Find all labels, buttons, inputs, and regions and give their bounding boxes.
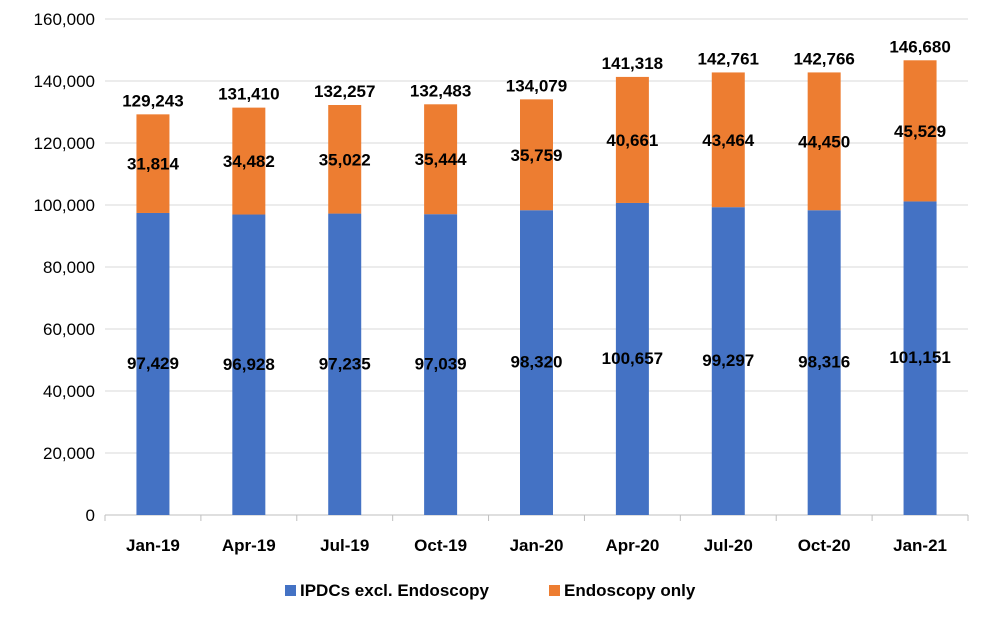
data-label-ipdcs: 99,297: [702, 351, 754, 370]
bar-ipdcs: [615, 202, 649, 515]
bar-ipdcs: [424, 214, 458, 516]
y-tick-label: 140,000: [34, 72, 95, 91]
x-tick-label: Jan-21: [893, 536, 947, 555]
data-label-endoscopy: 35,759: [511, 146, 563, 165]
x-tick-label: Jul-20: [704, 536, 753, 555]
bar-ipdcs: [232, 214, 266, 515]
y-tick-label: 160,000: [34, 10, 95, 29]
data-label-total: 142,761: [698, 49, 759, 68]
bar-endoscopy: [903, 60, 937, 202]
data-label-endoscopy: 35,444: [415, 150, 468, 169]
bar-endoscopy: [520, 99, 553, 211]
bar-endoscopy: [232, 107, 266, 215]
data-labels: 97,429 31,814 129,243 96,928 34,482 131,410 97…: [122, 37, 951, 373]
bar-endoscopy: [807, 72, 841, 211]
data-label-total: 132,483: [410, 81, 471, 100]
legend: IPDCs excl. Endoscopy Endoscopy only: [285, 581, 696, 600]
bar-ipdcs: [520, 210, 553, 515]
x-tick-label: Jan-19: [126, 536, 180, 555]
data-label-endoscopy: 34,482: [223, 152, 275, 171]
data-label-ipdcs: 97,039: [415, 355, 467, 374]
data-label-endoscopy: 31,814: [127, 155, 180, 174]
x-tick-label: Oct-20: [798, 536, 851, 555]
data-label-endoscopy: 35,022: [319, 150, 371, 169]
bar-endoscopy: [711, 72, 745, 208]
x-tick-label: Jul-19: [320, 536, 369, 555]
y-tick-label: 40,000: [43, 382, 95, 401]
bar-endoscopy: [328, 105, 362, 214]
data-label-endoscopy: 43,464: [702, 131, 755, 150]
x-tick-label: Apr-20: [605, 536, 659, 555]
y-tick-label: 60,000: [43, 320, 95, 339]
data-label-ipdcs: 98,316: [798, 353, 850, 372]
x-tick-label: Jan-20: [510, 536, 564, 555]
x-tick-label: Oct-19: [414, 536, 467, 555]
data-label-total: 131,410: [218, 85, 279, 104]
data-label-endoscopy: 40,661: [606, 131, 658, 150]
legend-label: Endoscopy only: [564, 581, 696, 600]
data-label-total: 142,766: [793, 49, 854, 68]
data-label-total: 141,318: [602, 54, 663, 73]
y-tick-label: 120,000: [34, 134, 95, 153]
bar-endoscopy: [136, 114, 170, 213]
data-label-endoscopy: 44,450: [798, 132, 850, 151]
bar-ipdcs: [807, 210, 841, 515]
bar-ipdcs: [136, 212, 170, 515]
bars: [136, 60, 937, 516]
data-label-total: 134,079: [506, 76, 567, 95]
data-label-ipdcs: 97,429: [127, 354, 179, 373]
data-label-total: 129,243: [122, 91, 183, 110]
bar-ipdcs: [328, 213, 362, 515]
data-label-total: 132,257: [314, 82, 375, 101]
x-tick-label: Apr-19: [222, 536, 276, 555]
data-label-endoscopy: 45,529: [894, 122, 946, 141]
data-label-ipdcs: 96,928: [223, 355, 275, 374]
bar-endoscopy: [424, 104, 458, 215]
y-tick-label: 0: [86, 506, 95, 525]
y-tick-label: 20,000: [43, 444, 95, 463]
bar-ipdcs: [711, 207, 745, 515]
legend-swatch: [285, 585, 296, 596]
y-tick-label: 100,000: [34, 196, 95, 215]
bar-endoscopy: [615, 76, 649, 203]
data-label-total: 146,680: [889, 37, 950, 56]
data-label-ipdcs: 98,320: [511, 353, 563, 372]
data-label-ipdcs: 97,235: [319, 354, 371, 373]
bar-ipdcs: [903, 201, 937, 516]
y-tick-label: 80,000: [43, 258, 95, 277]
legend-label: IPDCs excl. Endoscopy: [300, 581, 489, 600]
data-label-ipdcs: 100,657: [602, 349, 663, 368]
data-label-ipdcs: 101,151: [889, 348, 950, 367]
legend-swatch: [549, 585, 560, 596]
